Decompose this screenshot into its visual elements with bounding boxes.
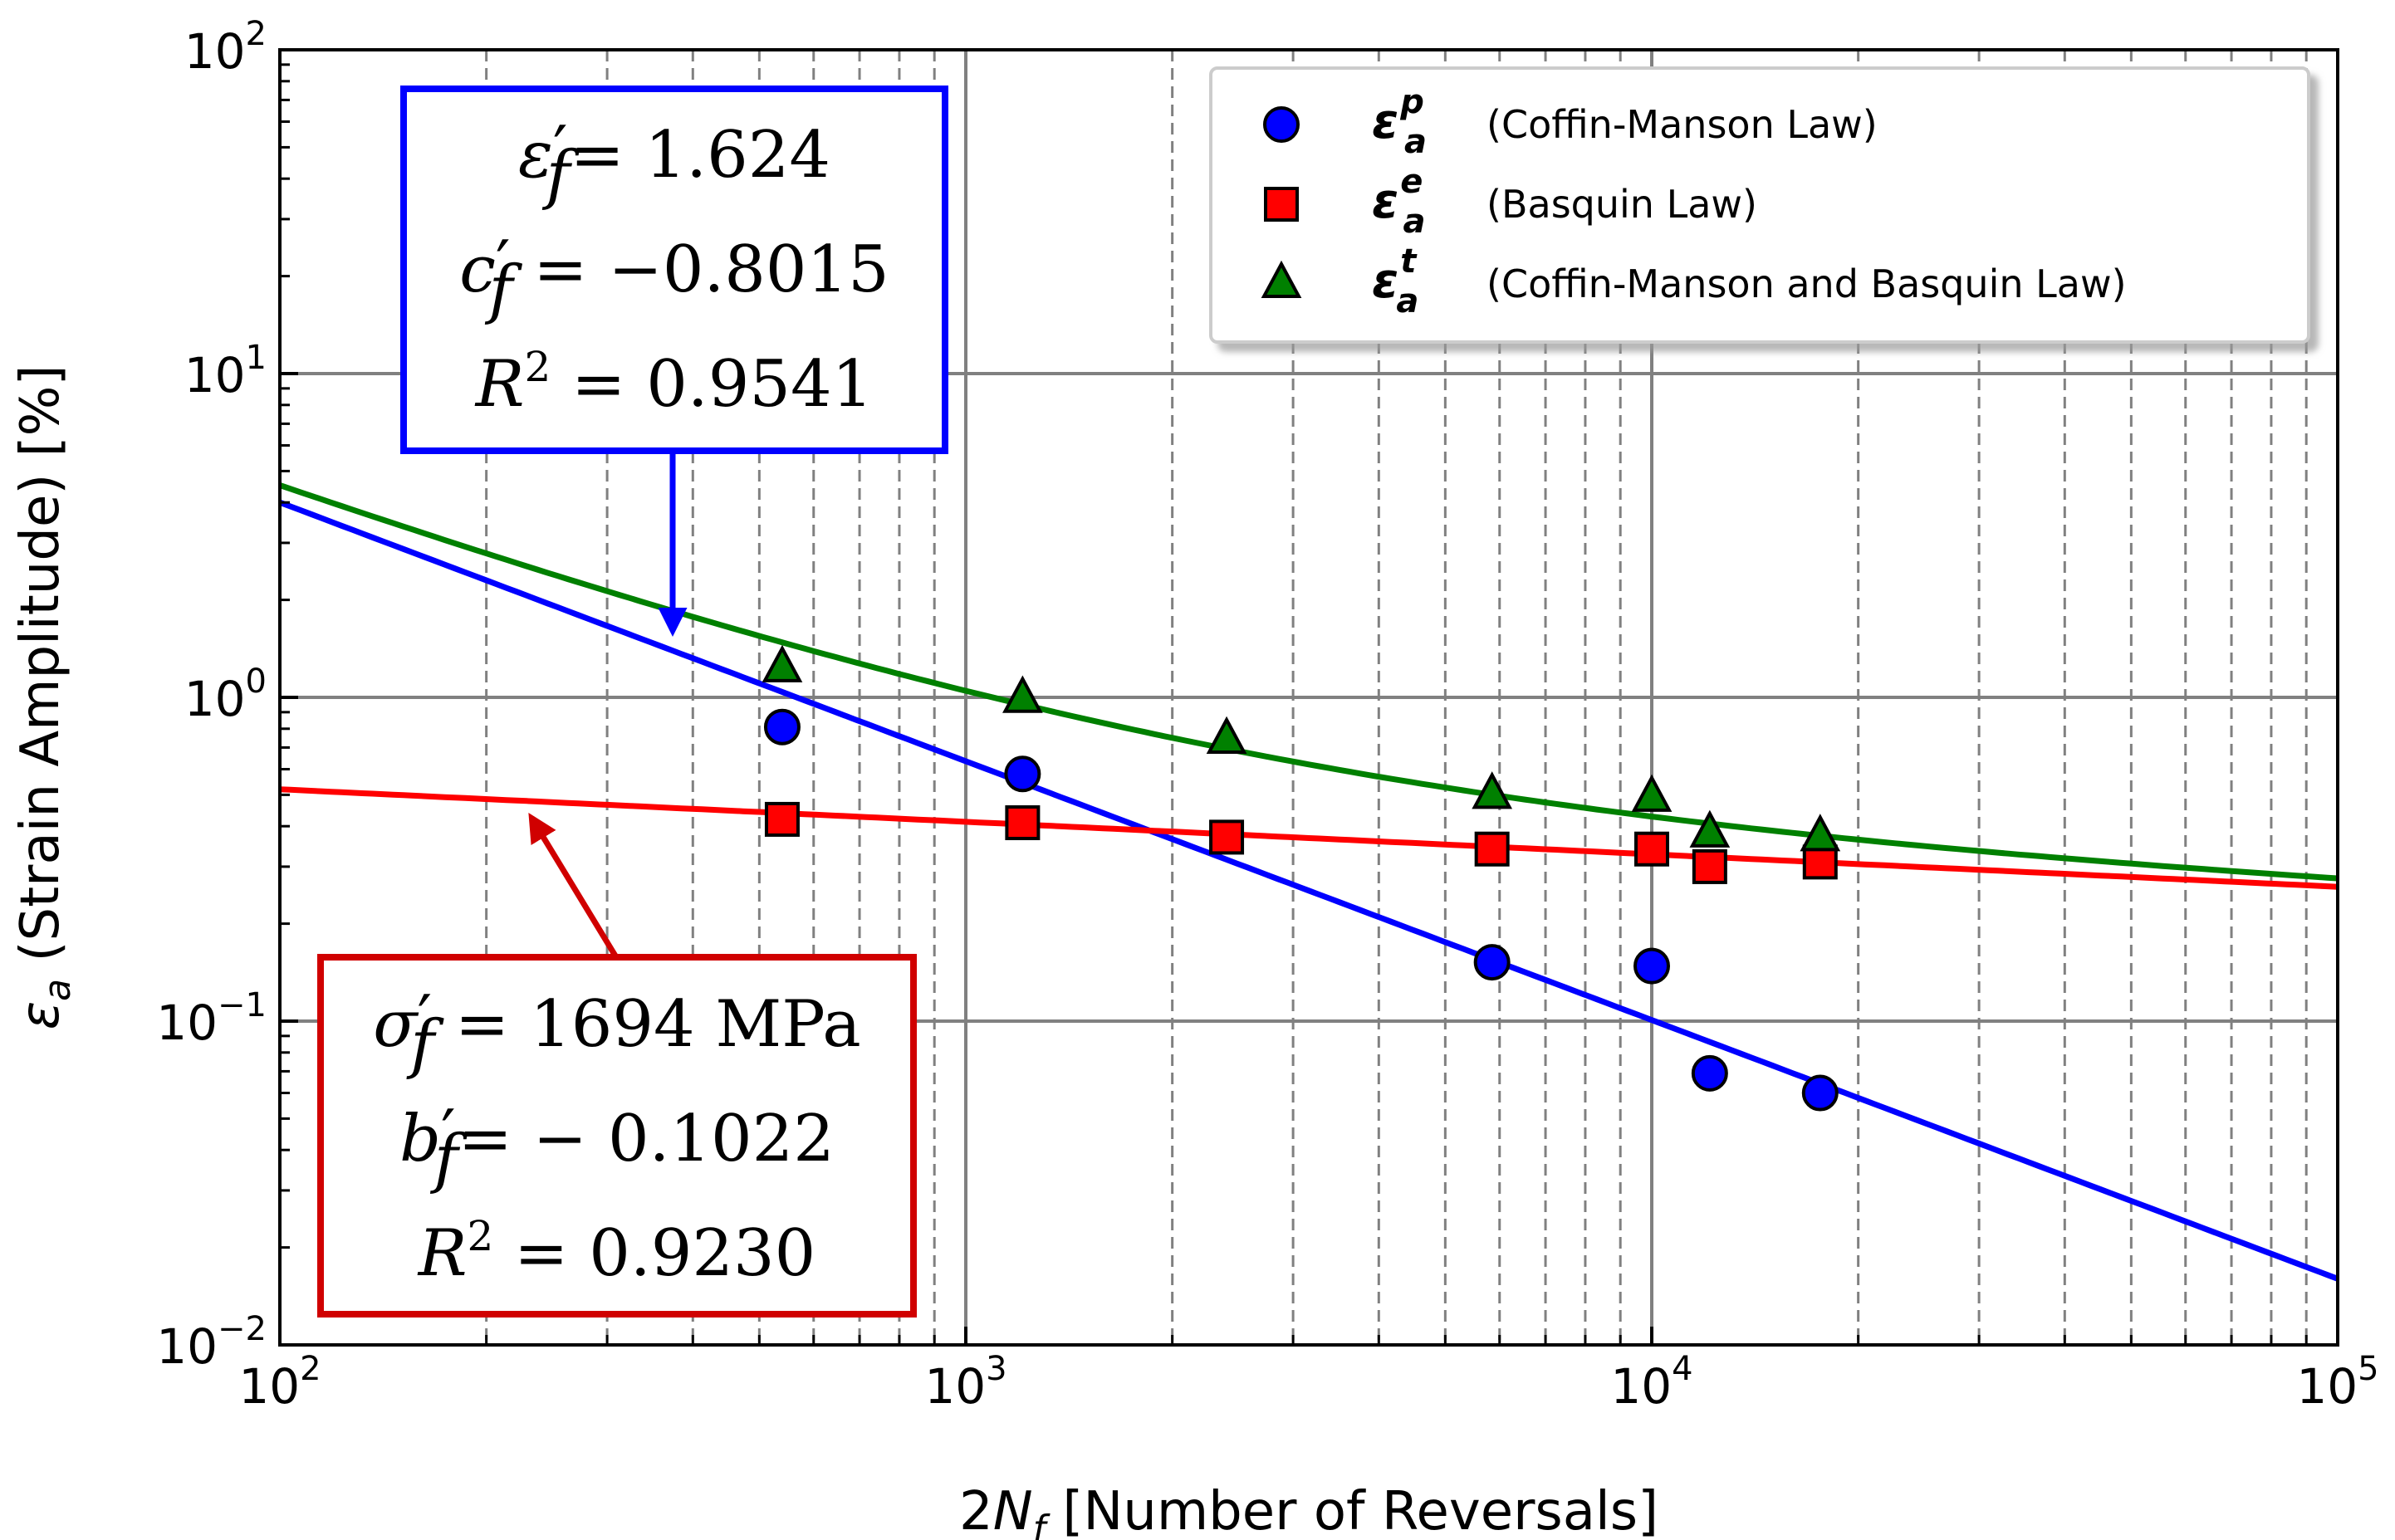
y-tick-label: 10−1: [156, 986, 267, 1051]
legend-symbol: εp a: [1372, 83, 1427, 161]
legend: εp a (Coffin-Manson Law) εe a (Basquin Law) εt…: [1209, 66, 2310, 344]
square-data-point: [764, 801, 800, 837]
legend-label: (Coffin-Manson Law): [1486, 102, 1878, 147]
y-axis-label: εa (Strain Amplitude) [%]: [10, 365, 79, 1030]
y-tick-labels: 10−2 10−1 100 101 102: [156, 15, 267, 1375]
circle-data-point: [1473, 944, 1511, 981]
axis-ticks: [278, 48, 2339, 1347]
legend-symbol: εe a: [1372, 163, 1425, 241]
legend-marker: [1263, 106, 1300, 143]
annotation-line: σ′f = 1694 MPa: [373, 982, 860, 1082]
triangle-data-point: [1472, 771, 1513, 809]
x-tick-labels: 102 103 104 105: [238, 1350, 2378, 1415]
legend-label: (Basquin Law): [1486, 182, 1757, 227]
circle-data-point: [763, 708, 801, 746]
legend-marker: [1264, 187, 1299, 222]
square-data-point: [1005, 805, 1041, 841]
triangle-data-point: [1631, 774, 1673, 812]
data-points: [762, 644, 1841, 1112]
x-tick-label: 102: [238, 1350, 321, 1415]
x-tick-label: 105: [2296, 1350, 2378, 1415]
square-data-point: [1802, 844, 1838, 880]
circle-data-point: [1801, 1074, 1839, 1112]
circle-data-point: [1691, 1054, 1728, 1092]
annotation-line: ε′f= 1.624: [518, 113, 830, 213]
annotation-line: R2 = 0.9230: [417, 1212, 815, 1291]
y-tick-label: 100: [184, 662, 267, 727]
x-axis-label: 2Nf [Number of Reversals]: [959, 1481, 1658, 1540]
y-tick-label: 10−2: [156, 1310, 267, 1375]
annotation-red-box: [317, 954, 917, 1318]
x-tick-label: 103: [924, 1350, 1006, 1415]
square-data-point: [1474, 831, 1510, 867]
annotation-red-arrow: [528, 813, 619, 959]
annotation-line: c′f = −0.8015: [459, 227, 889, 327]
y-tick-label: 101: [184, 339, 267, 403]
annotation-blue: ε′f= 1.624 c′f = −0.8015 R2 = 0.9541: [400, 86, 948, 637]
triangle-data-point: [1800, 814, 1841, 852]
fit-lines: [280, 482, 2338, 1282]
annotation-line: R2 = 0.9541: [474, 343, 873, 422]
circle-data-point: [1633, 947, 1670, 985]
legend-label: (Coffin-Manson and Basquin Law): [1486, 262, 2127, 306]
square-data-point: [1209, 819, 1245, 855]
legend-frame: [1209, 66, 2310, 344]
x-tick-label: 104: [1610, 1350, 1692, 1415]
triangle-data-point: [1689, 809, 1731, 848]
square-data-point: [1692, 848, 1727, 884]
coffin-manson-fit-line: [280, 499, 2338, 1282]
triangle-data-point: [762, 644, 803, 682]
legend-symbol: εt a: [1372, 242, 1418, 320]
combined-fit-line: [280, 482, 2338, 882]
y-tick-label: 102: [184, 15, 267, 80]
circle-data-point: [1004, 755, 1041, 793]
square-data-point: [1634, 831, 1669, 867]
triangle-data-point: [1002, 675, 1043, 713]
legend-marker: [1261, 260, 1302, 298]
basquin-fit-line: [280, 786, 2338, 890]
triangle-data-point: [1206, 716, 1247, 754]
